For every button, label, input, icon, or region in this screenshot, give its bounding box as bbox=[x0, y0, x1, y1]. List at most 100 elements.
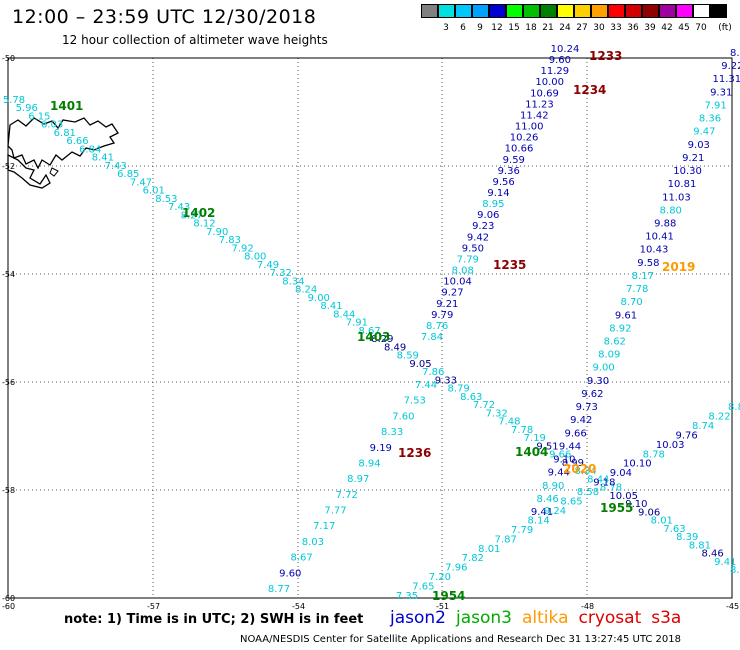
swh-value: 8.27 bbox=[181, 210, 203, 221]
swh-value: 9.10 bbox=[553, 455, 575, 466]
swh-value: 7.53 bbox=[404, 396, 426, 407]
scale-label: 3 bbox=[443, 23, 449, 33]
swh-value: 5.96 bbox=[16, 103, 38, 114]
swh-value: 7.65 bbox=[412, 582, 434, 593]
scale-swatch bbox=[421, 4, 438, 18]
swh-value: 8.33 bbox=[381, 427, 403, 438]
swh-value: 9.73 bbox=[576, 402, 598, 413]
swh-value: 8.41 bbox=[320, 301, 342, 312]
swh-value: 9.42 bbox=[467, 232, 489, 243]
lat-tick-label: -58 bbox=[2, 486, 15, 495]
swh-value: 10.69 bbox=[530, 88, 559, 99]
swh-value: 8.3 bbox=[730, 48, 740, 59]
swh-value: 8.99 bbox=[562, 458, 584, 469]
pass-number-label: 1402 bbox=[182, 206, 215, 220]
swh-value: 6.01 bbox=[143, 186, 165, 197]
swh-value: 8.44 bbox=[587, 474, 609, 485]
swh-value: 8.09 bbox=[598, 350, 620, 361]
swh-value: 11.42 bbox=[520, 111, 549, 122]
swh-value: 9.19 bbox=[370, 443, 392, 454]
pass-number-label: 1234 bbox=[573, 83, 606, 97]
scale-label: 21 bbox=[542, 23, 554, 33]
swh-value: 9.44 bbox=[548, 468, 570, 479]
scale-swatch bbox=[642, 4, 659, 18]
scale-swatch bbox=[438, 4, 455, 18]
swh-value: 8.34 bbox=[574, 466, 596, 477]
swh-value: 8.78 bbox=[600, 483, 622, 494]
swh-value: 9.04 bbox=[610, 468, 632, 479]
swh-value: 8.08 bbox=[452, 266, 474, 277]
lat-tick-label: -56 bbox=[2, 378, 15, 387]
swh-value: 7.86 bbox=[422, 367, 444, 378]
swh-value: 8.67 bbox=[358, 326, 380, 337]
pass-number-label: 1403 bbox=[357, 330, 390, 344]
swh-value: 8.92 bbox=[609, 323, 631, 334]
scale-swatch bbox=[557, 4, 574, 18]
swh-value: 9.05 bbox=[409, 359, 431, 370]
swh-value: 9.33 bbox=[435, 375, 457, 386]
scale-label: 15 bbox=[508, 23, 520, 33]
scale-swatch bbox=[489, 4, 506, 18]
swh-value: 7.77 bbox=[324, 506, 346, 517]
map-border bbox=[7, 57, 733, 599]
scale-unit: (ft) bbox=[718, 23, 732, 33]
swh-value: 10.41 bbox=[645, 232, 674, 243]
scale-label: 42 bbox=[661, 23, 673, 33]
scale-swatch bbox=[676, 4, 693, 18]
pass-number-label: 2019 bbox=[662, 260, 695, 274]
swh-value: 8.22 bbox=[708, 411, 730, 422]
lon-tick-label: -51 bbox=[436, 602, 449, 611]
scale-swatch bbox=[523, 4, 540, 18]
legend-s3a: s3a bbox=[651, 608, 682, 628]
swh-value: 8.34 bbox=[282, 276, 304, 287]
swh-value: 10.05 bbox=[609, 491, 638, 502]
swh-value: 8.46 bbox=[701, 549, 723, 560]
scale-label: 45 bbox=[678, 23, 690, 33]
swh-value: 10.03 bbox=[656, 440, 685, 451]
swh-value: 9.88 bbox=[654, 219, 676, 230]
swh-value: 8.00 bbox=[244, 252, 266, 263]
lon-tick-label: -60 bbox=[2, 602, 15, 611]
swh-value: 9.61 bbox=[615, 310, 637, 321]
scale-label: 39 bbox=[644, 23, 656, 33]
scale-swatch bbox=[625, 4, 642, 18]
swh-value: 6.15 bbox=[28, 112, 50, 123]
swh-value: 7.49 bbox=[257, 260, 279, 271]
swh-value: 7.83 bbox=[219, 235, 241, 246]
pass-number-label: 2020 bbox=[563, 462, 596, 476]
swh-value: 7.19 bbox=[524, 433, 546, 444]
swh-value: 8.29 bbox=[371, 334, 393, 345]
legend-cryosat: cryosat bbox=[578, 608, 642, 628]
swh-value: 9.41 bbox=[714, 557, 736, 568]
scale-label: 33 bbox=[610, 23, 622, 33]
swh-value: 7.60 bbox=[392, 411, 414, 422]
scale-swatch bbox=[710, 4, 727, 18]
swh-value: 8.24 bbox=[295, 285, 317, 296]
swh-value: 6.84 bbox=[79, 145, 101, 156]
pass-number-label: 1401 bbox=[50, 99, 83, 113]
swh-value: 9.58 bbox=[637, 258, 659, 269]
swh-value: 7.78 bbox=[511, 425, 533, 436]
swh-value: 9.00 bbox=[308, 293, 330, 304]
swh-value: 8.8 bbox=[728, 402, 740, 413]
swh-value: 8.81 bbox=[689, 540, 711, 551]
swh-value: 10.43 bbox=[640, 245, 669, 256]
swh-value: 7.92 bbox=[231, 243, 253, 254]
swh-value: 8.77 bbox=[268, 584, 290, 595]
swh-value: 8.74 bbox=[692, 421, 714, 432]
swh-value: 8.78 bbox=[643, 449, 665, 460]
swh-value: 8.41 bbox=[92, 153, 114, 164]
swh-value: 9.50 bbox=[462, 243, 484, 254]
swh-value: 10.10 bbox=[623, 459, 652, 470]
scale-swatch bbox=[455, 4, 472, 18]
legend-jason2: jason2 bbox=[390, 608, 446, 628]
swh-value: 6.66 bbox=[66, 136, 88, 147]
falkland-east-island bbox=[7, 117, 119, 170]
swh-value: 7.72 bbox=[473, 400, 495, 411]
swh-value: 9.21 bbox=[436, 299, 458, 310]
swh-value: 7.96 bbox=[445, 563, 467, 574]
swh-value: 8.80 bbox=[660, 205, 682, 216]
swh-value: 7.79 bbox=[457, 255, 479, 266]
swh-value: 10.00 bbox=[535, 77, 564, 88]
